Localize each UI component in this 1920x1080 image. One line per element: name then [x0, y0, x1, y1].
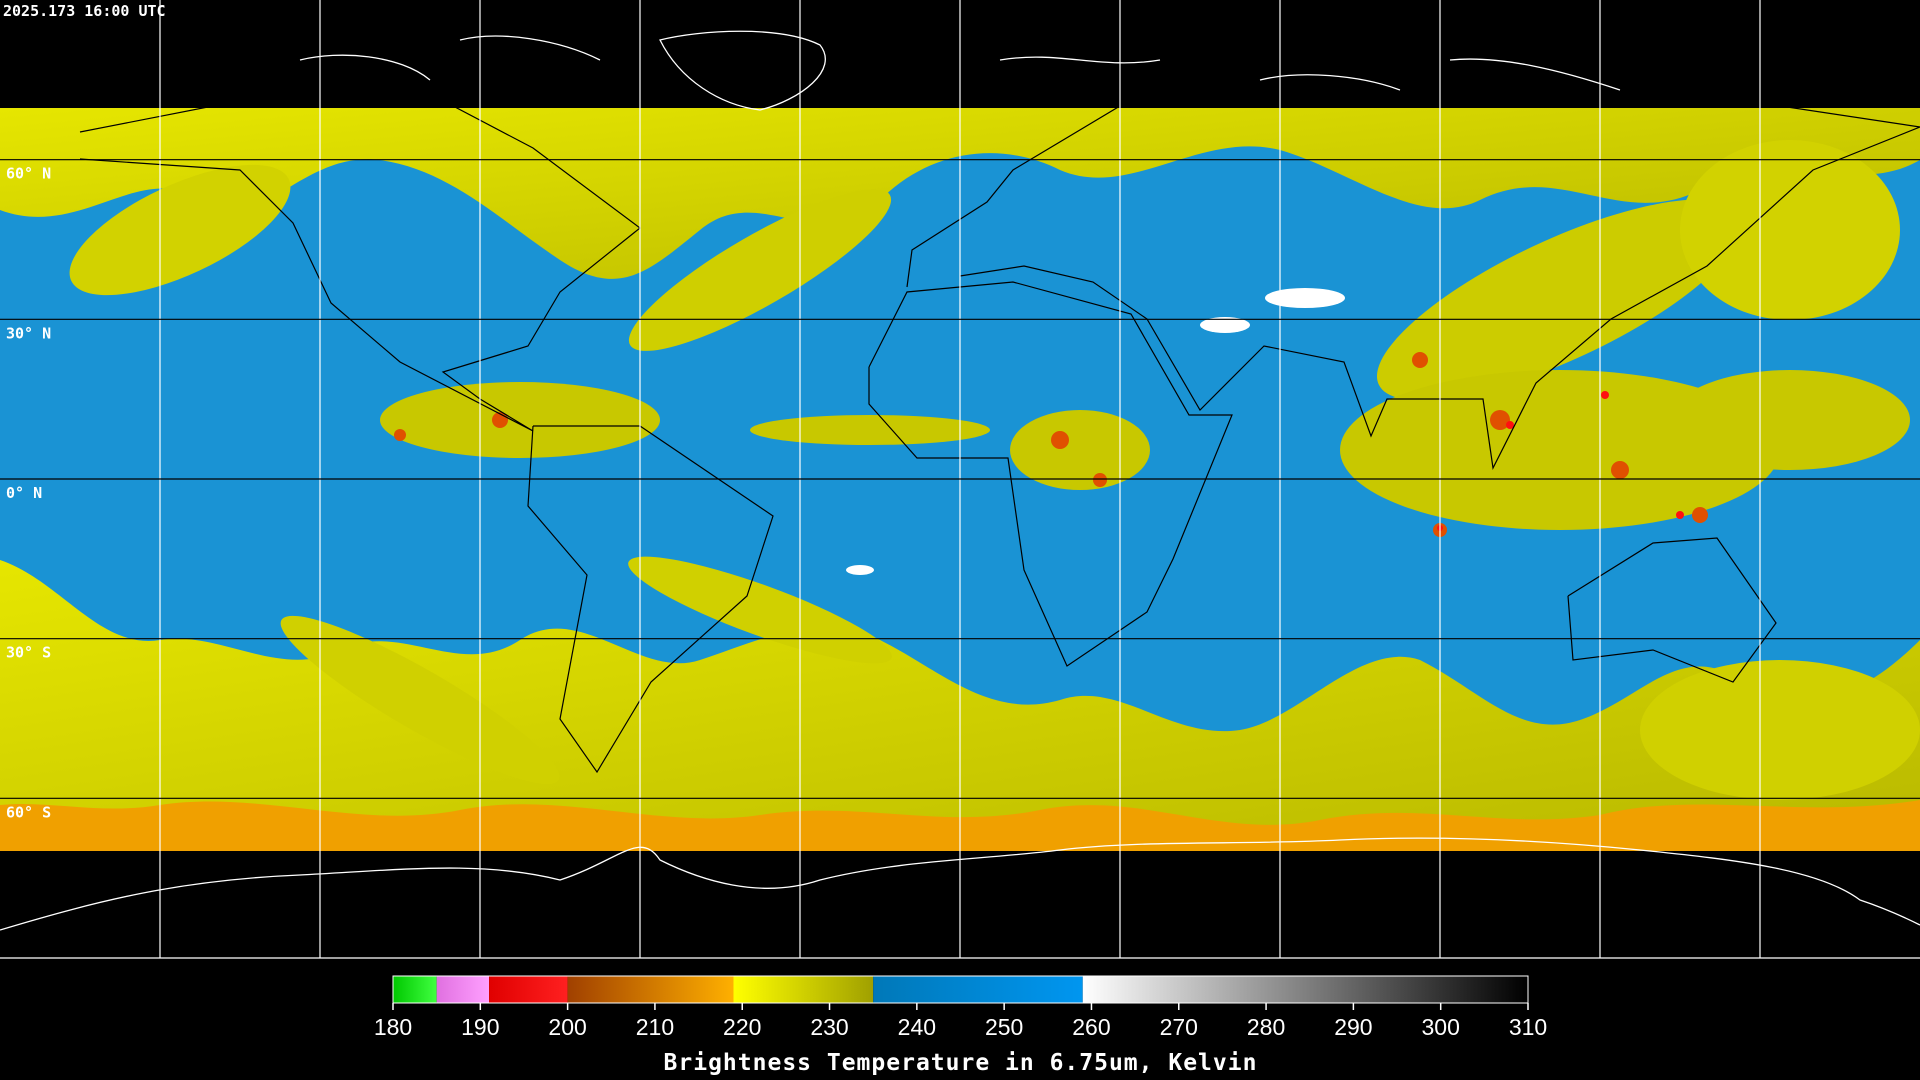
colorbar-tick-label: 220: [723, 1014, 761, 1040]
colorbar-frame: [392, 975, 1529, 1004]
colorbar-tick-label: 280: [1247, 1014, 1285, 1040]
colorbar-tick-label: 180: [374, 1014, 412, 1040]
timestamp: 2025.173 16:00 UTC: [3, 2, 166, 20]
latitude-label: 60° N: [6, 165, 51, 183]
colorbar-tick-label: 250: [985, 1014, 1023, 1040]
colorbar-segment: [567, 976, 734, 1003]
latitude-label: 30° S: [6, 644, 51, 662]
colorbar-segment: [393, 976, 437, 1003]
colorbar-segment: [873, 976, 1083, 1003]
colorbar-tick-label: 300: [1422, 1014, 1460, 1040]
colorbar-segment: [1082, 976, 1528, 1003]
latitude-label: 0° N: [6, 484, 42, 502]
colorbar-tick-label: 240: [898, 1014, 936, 1040]
colorbar-tick-label: 290: [1334, 1014, 1372, 1040]
colorbar-title: Brightness Temperature in 6.75um, Kelvin: [664, 1050, 1258, 1076]
latitude-label: 60° S: [6, 803, 51, 821]
colorbar-tick-label: 310: [1509, 1014, 1547, 1040]
colorbar-tick-label: 190: [461, 1014, 499, 1040]
colorbar-segment: [436, 976, 490, 1003]
colorbar-segment: [733, 976, 874, 1003]
colorbar-segment: [489, 976, 568, 1003]
colorbar-tick-label: 230: [810, 1014, 848, 1040]
colorbar-tick-label: 200: [548, 1014, 586, 1040]
latitude-label: 30° N: [6, 324, 51, 342]
colorbar-tick-label: 270: [1160, 1014, 1198, 1040]
colorbar-tick-label: 260: [1072, 1014, 1110, 1040]
colorbar-tick-label: 210: [636, 1014, 674, 1040]
